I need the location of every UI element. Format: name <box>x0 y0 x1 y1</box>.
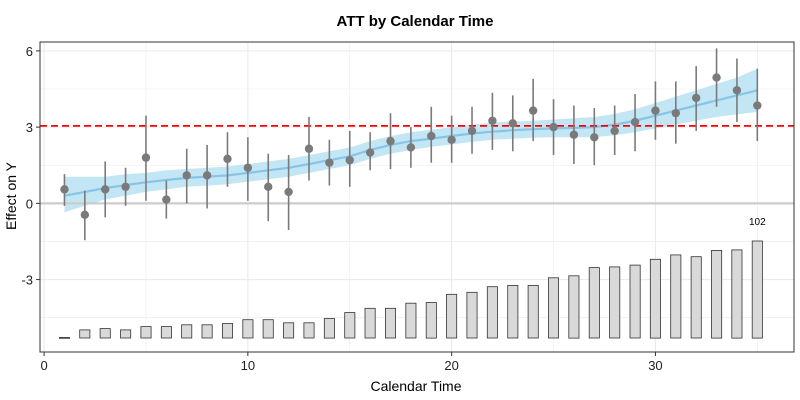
count-bar-22 <box>486 286 498 339</box>
data-point-1 <box>60 185 69 194</box>
count-bar-29 <box>629 264 641 339</box>
data-point-35 <box>753 101 762 110</box>
count-bar-34 <box>731 249 743 339</box>
count-bar-10 <box>242 319 254 339</box>
count-bar-21 <box>466 291 478 339</box>
data-point-2 <box>80 210 90 219</box>
count-bar-1 <box>59 337 71 339</box>
data-point-17 <box>386 136 395 146</box>
data-point-9 <box>223 154 232 164</box>
count-bar-32 <box>690 256 702 339</box>
data-point-29 <box>630 117 640 127</box>
count-bar-9 <box>221 323 233 339</box>
count-bar-12 <box>283 322 295 339</box>
data-point-23 <box>508 119 517 128</box>
x-tick-label-2: 20 <box>444 358 458 373</box>
count-bar-19 <box>425 302 437 339</box>
count-bar-15 <box>344 312 356 339</box>
data-point-14 <box>325 158 334 167</box>
axis-ticks: 0 10 20 30 -3 0 3 6 <box>21 44 662 373</box>
data-point-30 <box>651 106 660 115</box>
chart-title: ATT by Calendar Time <box>337 13 494 30</box>
x-tick-label-3: 30 <box>648 358 662 373</box>
count-bar-18 <box>405 302 417 339</box>
data-point-13 <box>304 144 314 153</box>
data-point-25 <box>549 122 558 132</box>
data-point-16 <box>365 148 375 157</box>
data-point-4 <box>121 182 130 192</box>
data-point-8 <box>202 171 212 180</box>
data-point-26 <box>569 130 579 139</box>
data-point-24 <box>528 106 538 115</box>
data-point-27 <box>590 133 599 142</box>
count-bar-17 <box>384 307 396 339</box>
count-bar-27 <box>588 267 600 339</box>
data-point-28 <box>610 126 619 136</box>
data-point-22 <box>488 116 497 125</box>
count-bar-23 <box>507 284 519 339</box>
panel-border <box>39 41 795 353</box>
count-bars: 102 <box>59 217 766 339</box>
count-bar-13 <box>303 322 315 339</box>
data-point-21 <box>467 126 477 136</box>
count-bar-8 <box>201 324 213 339</box>
count-bar-2 <box>79 329 91 339</box>
y-tick-label-0: -3 <box>21 273 33 288</box>
data-point-31 <box>671 108 681 118</box>
data-point-7 <box>182 171 191 180</box>
count-bar-28 <box>609 266 621 339</box>
x-axis-label: Calendar Time <box>370 378 461 394</box>
count-bar-33 <box>711 249 723 339</box>
count-bar-26 <box>568 275 580 339</box>
count-bar-16 <box>364 307 376 339</box>
count-bar-20 <box>446 293 458 339</box>
count-bar-31 <box>670 254 682 339</box>
count-bar-30 <box>649 258 661 339</box>
x-tick-label-0: 0 <box>40 358 47 373</box>
y-tick-label-1: 0 <box>26 196 33 211</box>
data-point-20 <box>447 135 456 145</box>
count-bar-4 <box>120 329 132 339</box>
count-bar-25 <box>548 277 560 339</box>
count-bar-6 <box>160 326 172 339</box>
data-point-32 <box>691 93 701 103</box>
data-point-10 <box>243 163 253 172</box>
y-tick-label-2: 3 <box>26 120 33 135</box>
y-tick-label-3: 6 <box>26 44 33 59</box>
count-bar-14 <box>323 318 335 339</box>
data-point-19 <box>427 131 436 141</box>
count-bar-7 <box>181 324 193 339</box>
count-bar-24 <box>527 284 539 339</box>
data-point-15 <box>345 155 354 165</box>
data-point-18 <box>406 143 416 152</box>
count-bar-35 <box>751 240 763 339</box>
data-points <box>60 73 762 219</box>
data-point-33 <box>712 73 721 82</box>
data-point-34 <box>732 86 742 95</box>
count-bar-5 <box>140 326 152 339</box>
data-point-3 <box>101 185 110 194</box>
data-point-12 <box>284 187 293 197</box>
data-point-11 <box>264 182 273 192</box>
data-point-6 <box>162 195 171 204</box>
data-point-5 <box>141 153 151 162</box>
x-tick-label-1: 10 <box>241 358 255 373</box>
y-axis-label: Effect on Y <box>3 161 19 230</box>
error-bars <box>63 48 759 241</box>
count-bar-11 <box>262 319 274 339</box>
count-bar-3 <box>99 328 111 339</box>
max-count-label: 102 <box>749 217 766 228</box>
